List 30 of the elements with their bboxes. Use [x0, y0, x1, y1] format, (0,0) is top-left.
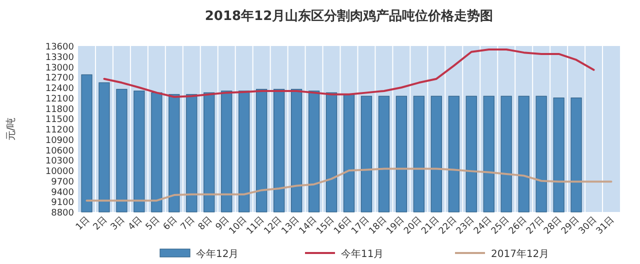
x-tick-label: 1日 [74, 215, 92, 233]
y-tick-label: 12100 [45, 94, 74, 104]
y-axis-title: 元/吨 [5, 117, 17, 141]
y-tick-label: 11500 [45, 115, 74, 126]
x-tick-label: 3日 [109, 215, 127, 233]
legend-label: 2017年12月 [491, 248, 550, 260]
chart-title: 2018年12月山东区分割肉鸡产品吨位价格走势图 [204, 8, 494, 24]
legend-label: 今年12月 [196, 248, 239, 260]
y-tick-label: 12400 [45, 84, 74, 94]
x-tick-label: 2日 [92, 215, 110, 233]
x-tick-label: 8日 [196, 215, 214, 233]
y-tick-label: 10600 [45, 146, 74, 156]
y-tick-label: 9700 [51, 177, 74, 188]
y-tick-label: 9100 [51, 198, 74, 208]
x-tick-label: 5日 [144, 215, 162, 233]
y-tick-label: 10900 [45, 136, 74, 146]
y-tick-label: 11800 [45, 104, 74, 115]
x-tick-label: 6日 [162, 215, 180, 233]
y-tick-label: 12700 [45, 74, 74, 84]
x-tick-label: 7日 [179, 215, 197, 233]
y-tick-label: 10000 [45, 167, 74, 177]
y-tick-label: 13600 [45, 42, 74, 52]
y-tick-label: 13000 [45, 63, 74, 74]
legend-label: 今年11月 [341, 248, 384, 260]
y-tick-label: 11200 [45, 126, 74, 136]
y-tick-label: 8800 [51, 208, 74, 218]
y-tick-label: 9400 [51, 188, 74, 198]
y-tick-label: 13300 [45, 52, 74, 63]
y-tick-label: 10300 [45, 156, 74, 167]
x-tick-label: 4日 [126, 215, 144, 233]
